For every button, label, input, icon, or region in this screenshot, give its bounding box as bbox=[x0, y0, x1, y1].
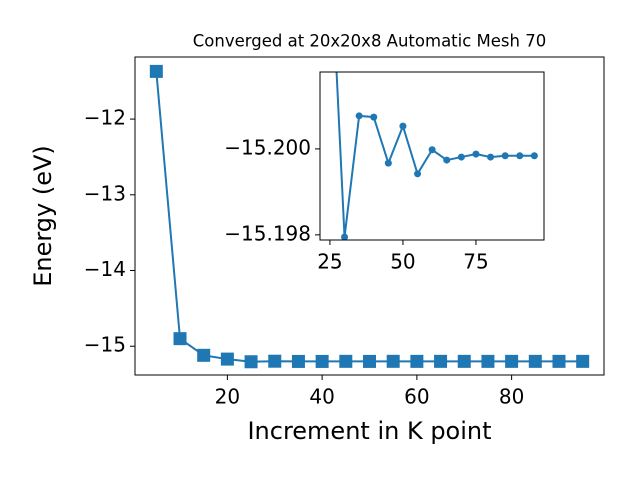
y-tick-label: −14 bbox=[84, 257, 126, 281]
x-axis-label: Increment in K point bbox=[247, 417, 491, 445]
marker bbox=[149, 64, 163, 78]
axes-frame bbox=[134, 56, 605, 376]
marker bbox=[501, 152, 509, 160]
axes-frame bbox=[319, 71, 545, 241]
marker bbox=[472, 150, 480, 158]
y-tick-label: −15.198 bbox=[224, 221, 311, 245]
marker bbox=[268, 354, 282, 368]
marker bbox=[457, 354, 471, 368]
marker bbox=[487, 153, 495, 161]
chart-title: Converged at 20x20x8 Automatic Mesh 70 bbox=[193, 32, 546, 51]
marker bbox=[410, 354, 424, 368]
marker bbox=[530, 152, 538, 160]
x-tick-label: 80 bbox=[499, 385, 524, 409]
marker bbox=[414, 170, 422, 178]
marker bbox=[528, 354, 542, 368]
y-axis-label: Energy (eV) bbox=[29, 145, 57, 287]
marker bbox=[516, 152, 524, 160]
marker bbox=[339, 354, 353, 368]
x-tick-label: 40 bbox=[309, 385, 334, 409]
marker bbox=[370, 113, 378, 121]
marker bbox=[341, 233, 349, 240]
y-tick-label: −13 bbox=[84, 181, 126, 205]
marker bbox=[197, 348, 211, 362]
marker bbox=[291, 354, 305, 368]
marker bbox=[315, 354, 329, 368]
y-tick-label: −15.200 bbox=[224, 135, 311, 159]
marker bbox=[363, 354, 376, 368]
y-tick-label: −12 bbox=[84, 106, 126, 130]
marker bbox=[481, 354, 495, 368]
x-tick-label: 75 bbox=[463, 250, 488, 274]
x-tick-label: 50 bbox=[390, 250, 415, 274]
marker bbox=[386, 354, 400, 368]
marker bbox=[443, 156, 451, 164]
marker bbox=[576, 354, 590, 368]
marker bbox=[428, 146, 436, 154]
marker bbox=[457, 153, 465, 161]
marker bbox=[505, 354, 519, 368]
marker bbox=[434, 354, 448, 368]
x-tick-label: 20 bbox=[215, 385, 240, 409]
x-tick-label: 60 bbox=[404, 385, 429, 409]
y-tick-label: −15 bbox=[84, 333, 126, 357]
marker bbox=[220, 352, 234, 366]
marker bbox=[355, 112, 363, 120]
marker bbox=[384, 159, 392, 167]
x-tick-label: 25 bbox=[317, 250, 342, 274]
marker bbox=[552, 354, 566, 368]
marker bbox=[173, 332, 187, 346]
marker bbox=[244, 355, 258, 369]
marker bbox=[399, 122, 407, 130]
